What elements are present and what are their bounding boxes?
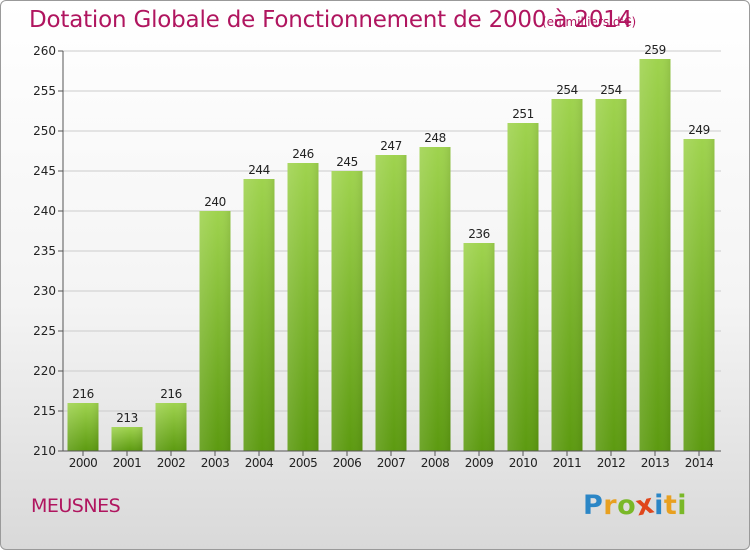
x-tick-label-2012: 2012 (597, 456, 626, 470)
value-label-2005: 246 (292, 147, 313, 161)
y-tick-label: 235 (33, 244, 56, 258)
y-tick-label: 245 (33, 164, 56, 178)
value-label-2014: 249 (688, 123, 709, 137)
chart-title: Dotation Globale de Fonctionnement de 20… (29, 7, 633, 33)
x-tick-label-2005: 2005 (289, 456, 318, 470)
bar-shade-2012 (595, 99, 627, 451)
bar-shade-2006 (331, 171, 363, 451)
bar-shade-2009 (463, 243, 495, 451)
value-label-2007: 247 (380, 139, 401, 153)
x-tick-label-2004: 2004 (245, 456, 274, 470)
proxiti-logo: Proxiti (583, 488, 688, 522)
value-label-2010: 251 (512, 107, 533, 121)
x-tick-label-2001: 2001 (113, 456, 142, 470)
y-tick-label: 210 (33, 444, 56, 458)
y-tick-label: 225 (33, 324, 56, 338)
logo-letter: i (677, 490, 688, 521)
value-label-2009: 236 (468, 227, 489, 241)
bars: 216 213 216 240 244 246 245 247 248 236 251 254 254 2… (67, 43, 715, 451)
bar-shade-2002 (155, 403, 187, 451)
value-label-2012: 254 (600, 83, 621, 97)
bar-shade-2013 (639, 59, 671, 451)
x-tick-label-2014: 2014 (685, 456, 714, 470)
x-tick-label-2010: 2010 (509, 456, 538, 470)
y-tick-label: 255 (33, 84, 56, 98)
x-tick-label-2002: 2002 (157, 456, 186, 470)
bar-shade-2001 (111, 427, 143, 451)
value-label-2013: 259 (644, 43, 665, 57)
logo-letter: t (663, 490, 678, 521)
bar-shade-2008 (419, 147, 451, 451)
x-tick-label-2013: 2013 (641, 456, 670, 470)
y-tick-label: 250 (33, 124, 56, 138)
value-label-2001: 213 (116, 411, 137, 425)
bar-shade-2010 (507, 123, 539, 451)
y-tick-label: 220 (33, 364, 56, 378)
x-tick-label-2003: 2003 (201, 456, 230, 470)
axes: 210 215 220 225 230 235 240 245 250 255 260 2000 200… (33, 44, 721, 470)
chart-unit: (en milliers d'€) (542, 15, 637, 29)
bar-shade-2003 (199, 211, 231, 451)
y-tick-label: 215 (33, 404, 56, 418)
x-tick-label-2006: 2006 (333, 456, 362, 470)
value-label-2004: 244 (248, 163, 269, 177)
bar-shade-2014 (683, 139, 715, 451)
x-tick-label-2009: 2009 (465, 456, 494, 470)
x-tick-label-2007: 2007 (377, 456, 406, 470)
logo-letter: r (603, 490, 618, 521)
commune-name: MEUSNES (31, 495, 121, 517)
bar-shade-2004 (243, 179, 275, 451)
value-label-2008: 248 (424, 131, 445, 145)
logo-letter: o (617, 490, 637, 521)
y-tick-label: 230 (33, 284, 56, 298)
x-tick-label-2000: 2000 (69, 456, 98, 470)
x-tick-label-2008: 2008 (421, 456, 450, 470)
bar-shade-2007 (375, 155, 407, 451)
value-label-2006: 245 (336, 155, 357, 169)
value-label-2003: 240 (204, 195, 225, 209)
y-tick-label: 260 (33, 44, 56, 58)
value-label-2002: 216 (160, 387, 181, 401)
bar-shade-2000 (67, 403, 99, 451)
bar-shade-2011 (551, 99, 583, 451)
y-tick-label: 240 (33, 204, 56, 218)
value-label-2011: 254 (556, 83, 577, 97)
x-tick-label-2011: 2011 (553, 456, 582, 470)
logo-letter: i (654, 490, 664, 521)
bar-shade-2005 (287, 163, 319, 451)
value-label-2000: 216 (72, 387, 93, 401)
logo-letter: P (583, 490, 604, 521)
